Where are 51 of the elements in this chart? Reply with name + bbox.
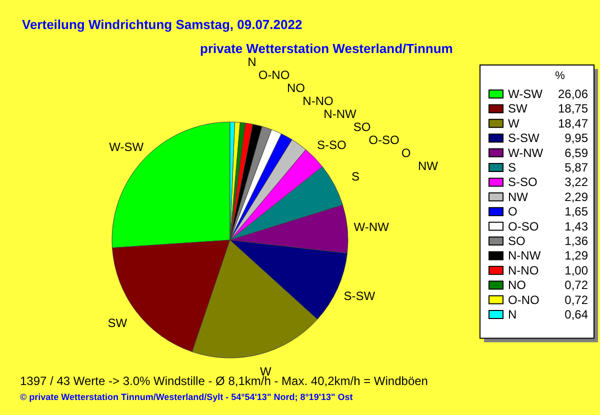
data-label: 18,47 <box>558 116 588 130</box>
category-label: O <box>401 146 411 160</box>
legend-label: S-SO <box>508 175 538 190</box>
legend-label: S-SW <box>508 131 540 146</box>
legend-label: N-NW <box>508 248 542 263</box>
legend-label: O-SO <box>508 219 539 234</box>
data-label: 2,29 <box>564 190 588 204</box>
category-label: N <box>248 55 256 69</box>
legend-label: NO <box>508 278 526 292</box>
legend-label: SO <box>508 234 526 248</box>
category-label: N-NO <box>302 94 334 108</box>
category-label: O-SO <box>368 133 400 147</box>
legend-title: % <box>555 70 566 82</box>
legend-label: W-SW <box>508 87 544 101</box>
data-label: 5,87 <box>564 160 588 174</box>
category-label: N-NW <box>324 107 356 121</box>
slice-label: S-SW <box>344 288 376 303</box>
slice-label: W-SW <box>109 140 144 154</box>
legend-label: SW <box>508 102 528 116</box>
slice-label: S-SO <box>317 138 346 152</box>
chart-subtitle: private Wetterstation Westerland/Tinnum <box>200 41 453 56</box>
data-label: 1,65 <box>564 204 588 219</box>
category-label: O-NO <box>258 68 290 82</box>
legend-label: N <box>508 308 517 322</box>
data-label: 3,22 <box>564 175 588 190</box>
category-label: NW <box>418 159 438 173</box>
legend-label: S <box>508 160 516 174</box>
chart-title: Verteilung Windrichtung Samstag, 09.07.2022 <box>22 17 302 32</box>
data-label: 0,72 <box>564 292 588 307</box>
data-label: 1,43 <box>564 219 588 234</box>
slice-label: S <box>352 169 360 184</box>
category-label: SO <box>353 120 371 134</box>
data-label: 26,06 <box>558 87 588 101</box>
data-label: 9,95 <box>564 131 588 146</box>
legend-label: W <box>508 116 520 130</box>
data-label: 1,00 <box>564 263 588 278</box>
text: © private Wetterstation Tinnum/Westerland/Sylt - 54°54'13" Nord; 8°19'13" Ost <box>20 392 353 402</box>
legend-label: NW <box>508 190 529 204</box>
slice-label: W-NW <box>354 220 390 234</box>
slice-label: SW <box>108 316 128 330</box>
legend-label: W-NW <box>508 146 544 160</box>
category-label: NO <box>287 81 305 95</box>
data-label: 1,36 <box>564 234 588 248</box>
legend-label: O-NO <box>508 292 540 307</box>
legend-label: N-NO <box>508 263 539 278</box>
data-label: 0,64 <box>564 308 588 322</box>
legend-label: O <box>508 204 518 219</box>
data-label: 1,29 <box>564 248 588 263</box>
data-label: 0,72 <box>564 278 588 292</box>
data-label: 18,75 <box>558 102 588 116</box>
data-label: 6,59 <box>564 146 588 160</box>
